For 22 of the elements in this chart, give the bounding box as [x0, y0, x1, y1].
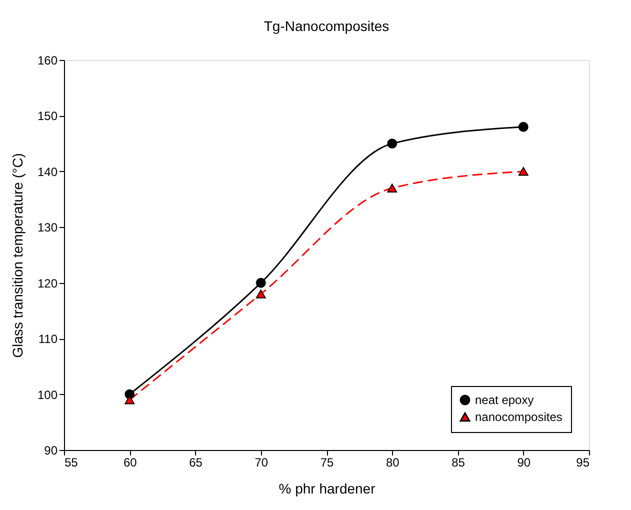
x-tick-label: 80	[386, 456, 400, 470]
x-tick-label: 85	[452, 456, 466, 470]
chart-title: Tg-Nanocomposites	[264, 18, 390, 34]
x-tick-label: 60	[123, 456, 138, 470]
y-axis-title: Glass transition temperature (°C)	[9, 153, 26, 358]
x-tick-label: 90	[517, 456, 531, 470]
legend-label: nanocomposites	[475, 410, 562, 424]
x-tick-label: 95	[576, 456, 590, 470]
y-tick-label: 140	[37, 164, 58, 179]
y-tick-label: 160	[37, 54, 58, 68]
x-tick-label: 70	[254, 456, 268, 470]
y-tick-label: 90	[44, 444, 58, 458]
x-tick-label: 75	[320, 456, 334, 470]
y-tick-label: 120	[37, 276, 58, 290]
x-axis-title: % phr hardener	[278, 480, 376, 496]
x-tick-label: 55	[64, 456, 78, 470]
y-tick-label: 130	[37, 220, 58, 235]
y-tick-label: 110	[38, 332, 58, 346]
x-tick-label: 65	[189, 456, 203, 470]
legend-label: neat epoxy	[475, 393, 534, 407]
y-tick-label: 150	[37, 109, 58, 124]
y-tick-label: 100	[37, 388, 58, 402]
